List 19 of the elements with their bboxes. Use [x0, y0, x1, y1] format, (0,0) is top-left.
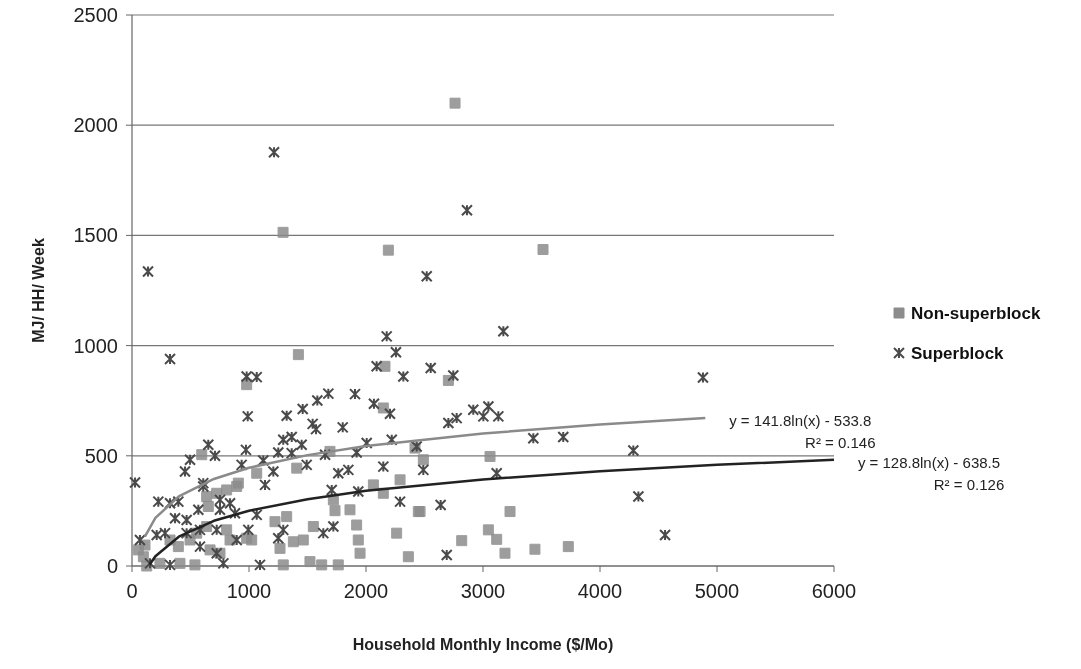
x-axis-title: Household Monthly Income ($/Mo)	[352, 636, 614, 653]
y-tick-label: 1500	[73, 224, 118, 247]
legend-label: Non-superblock	[911, 304, 1041, 323]
x-tick-label: 4000	[577, 580, 623, 602]
y-tick-label: 2500	[73, 4, 118, 26]
x-tick-label: 6000	[811, 580, 857, 602]
x-tick-label: 2000	[343, 580, 389, 602]
line-series	[143, 416, 707, 538]
x-tick-label: 0	[126, 580, 138, 602]
y-tick-label: 1000	[73, 334, 118, 357]
y-axis-title: MJ/ HH/ Week	[30, 238, 47, 343]
y-tick-label: 0	[106, 555, 118, 577]
annotation: y = 128.8ln(x) - 638.5 R² = 0.126	[857, 453, 1005, 493]
legend-label: Superblock	[911, 344, 1005, 363]
x-tick-label: 5000	[694, 580, 740, 602]
y-tick-label: 500	[84, 444, 118, 467]
y-tick-label: 2000	[73, 114, 118, 137]
x-tick-label: 1000	[226, 580, 272, 602]
x-tick-label: 3000	[460, 580, 506, 602]
